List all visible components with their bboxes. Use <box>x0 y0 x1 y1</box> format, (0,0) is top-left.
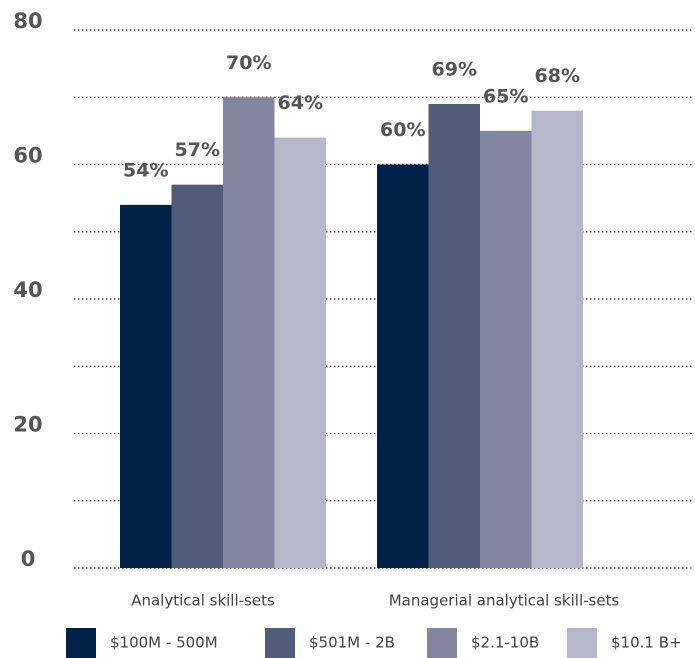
x-tick-label: Managerial analytical skill-sets <box>389 592 620 610</box>
bar <box>171 184 223 569</box>
legend-swatch <box>265 628 295 658</box>
y-tick-label: 60 <box>13 144 42 168</box>
bar <box>428 103 480 568</box>
legend-swatch <box>66 628 96 658</box>
value-label: 60% <box>380 119 425 141</box>
bar <box>531 110 583 568</box>
legend-swatch <box>567 628 597 658</box>
bar <box>480 130 532 568</box>
legend-label: $501M - 2B <box>309 634 395 652</box>
legend-label: $2.1-10B <box>471 634 539 652</box>
legend-label: $100M - 500M <box>110 634 218 652</box>
value-label: 57% <box>175 139 220 161</box>
y-tick-label: 20 <box>13 413 42 437</box>
legend-label: $10.1 B+ <box>611 634 682 652</box>
x-tick-label: Analytical skill-sets <box>131 592 275 610</box>
y-tick-label: 0 <box>21 547 36 571</box>
bar <box>377 164 429 568</box>
bar <box>274 137 326 568</box>
value-label: 64% <box>278 92 323 114</box>
y-tick-label: 40 <box>13 278 42 302</box>
legend-swatch <box>427 628 457 658</box>
value-label: 69% <box>432 58 477 80</box>
value-label: 70% <box>226 52 271 74</box>
bar <box>120 204 172 568</box>
value-label: 65% <box>483 85 528 107</box>
value-label: 68% <box>535 65 580 87</box>
bar <box>223 97 275 568</box>
value-label: 54% <box>123 159 168 181</box>
y-tick-label: 80 <box>13 9 42 33</box>
